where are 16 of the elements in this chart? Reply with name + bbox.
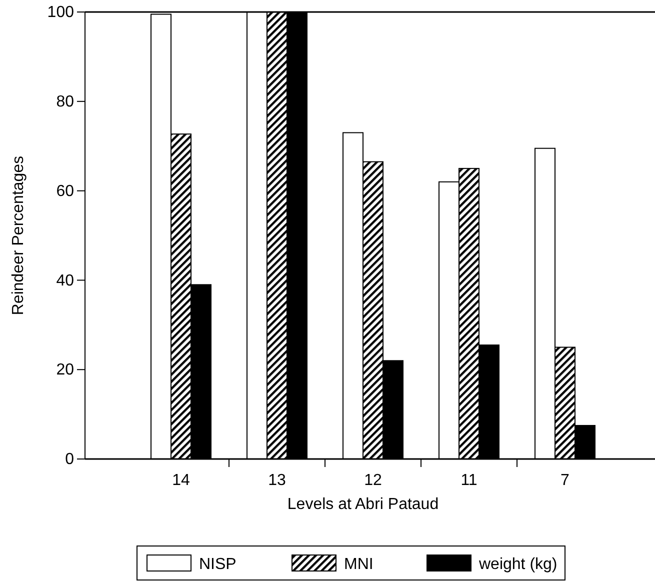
- y-axis-title: Reindeer Percentages: [10, 156, 27, 316]
- y-tick-label: 80: [56, 94, 74, 111]
- y-tick-label: 20: [56, 362, 74, 379]
- legend-label: weight (kg): [478, 556, 558, 573]
- x-tick-label: 13: [268, 472, 286, 489]
- x-tick-label: 7: [560, 472, 570, 489]
- x-tick-label: 12: [364, 472, 382, 489]
- x-tick-label: 14: [172, 472, 190, 489]
- x-tick-label: 11: [460, 472, 478, 489]
- y-tick-label: 0: [65, 451, 74, 468]
- legend-label: NISP: [199, 556, 236, 573]
- y-tick-label: 40: [56, 272, 74, 290]
- legend-label: MNI: [344, 556, 374, 573]
- y-tick-label: 100: [47, 4, 74, 22]
- y-tick-label: 60: [56, 182, 74, 200]
- x-axis-title: Levels at Abri Pataud: [287, 496, 439, 513]
